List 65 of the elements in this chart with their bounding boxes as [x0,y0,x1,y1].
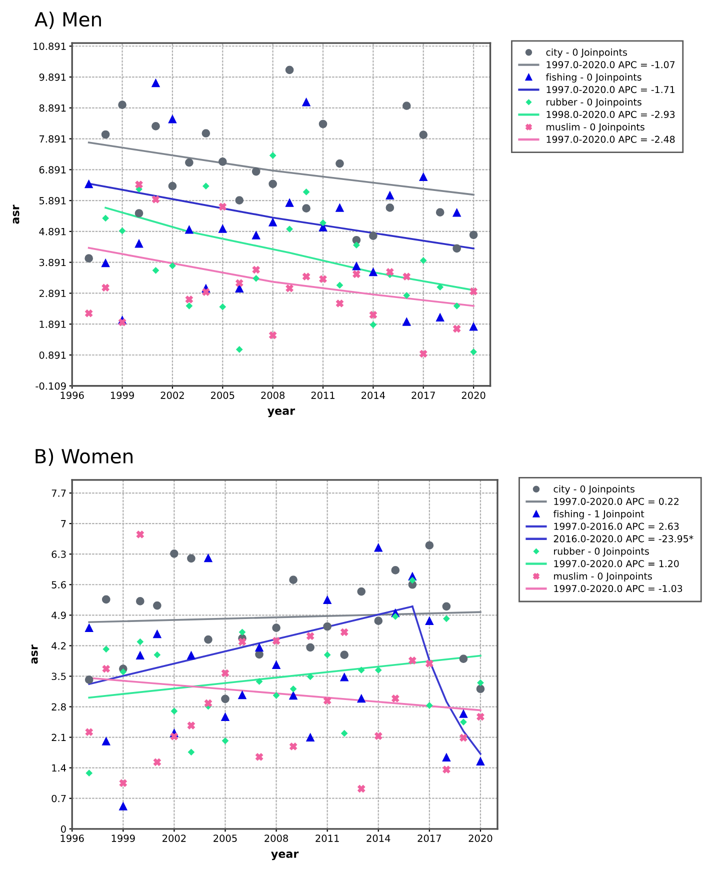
y-tick-label: 5.6 [52,581,66,588]
x-tick-label: 1996 [60,392,84,399]
x-tick-label: 2008 [264,834,288,842]
x-tick-label: 2011 [311,392,334,399]
y-axis-title: asr [31,644,38,664]
chart-title: B) Women [36,448,132,466]
y-tick-label: 9.891 [39,73,66,81]
x-tick-label: 2008 [261,392,285,399]
legend-label: muslim - 0 Joinpoints [554,572,652,582]
legend-label: 2016.0-2020.0 APC = -23.95* [554,535,694,542]
y-tick-label: 4.891 [39,228,66,236]
x-axis-title: year [267,408,296,418]
y-tick-label: 1.4 [52,764,66,772]
x-tick-label: 2017 [412,392,435,399]
x-tick-label: 2020 [462,392,486,399]
x-tick-label: 2005 [210,392,234,399]
legend-label: 1997.0-2020.0 APC = -1.03 [554,584,682,592]
y-tick-label: 0.7 [52,794,66,802]
legend-label: rubber - 0 Joinpoints [554,547,649,557]
x-tick-label: 2014 [362,392,386,399]
y-tick-label: 4.2 [52,642,66,650]
legend-label: city - 0 Joinpoints [554,485,634,494]
legend-label: 1997.0-2020.0 APC = -1.07 [546,61,675,68]
y-tick-label: 10.891 [34,42,66,50]
x-tick-label: 2014 [366,834,390,842]
y-tick-label: 2.8 [52,703,66,711]
legend-label: 1997.0-2020.0 APC = -1.71 [546,86,674,94]
x-tick-label: 2017 [418,834,441,842]
y-tick-label: 3.891 [39,258,66,266]
y-tick-label: 2.1 [52,734,66,741]
x-axis-title: year [271,852,299,860]
legend-label: city - 0 Joinpoints [546,48,627,58]
chart-title: A) Men [34,12,101,29]
y-tick-label: 1.891 [40,320,66,328]
y-tick-label: 7 [61,520,66,528]
y-tick-label: 6.3 [52,550,66,558]
legend-label: 1997.0-2016.0 APC = 2.63 [554,522,679,530]
legend-label: fishing - 0 Joinpoints [546,73,642,83]
y-tick-label: -0.109 [36,382,66,390]
x-tick-label: 2002 [160,392,184,399]
x-tick-label: 1996 [60,834,84,842]
y-tick-label: 5.891 [39,197,66,204]
x-tick-label: 2020 [468,834,492,842]
y-tick-label: 4.9 [52,612,66,619]
legend-label: rubber - 0 Joinpoints [546,98,642,108]
y-tick-label: 2.891 [39,290,66,298]
y-tick-label: 7.7 [52,490,66,497]
y-tick-label: 6.891 [39,166,66,174]
x-tick-label: 2005 [214,834,237,842]
y-tick-label: 0 [61,825,66,833]
legend-label: 1997.0-2020.0 APC = -2.48 [546,136,675,143]
x-tick-label: 2011 [316,834,339,842]
legend-label: 1997.0-2020.0 APC = 1.20 [554,560,679,568]
y-tick-label: 7.891 [40,135,66,143]
legend-label: 1998.0-2020.0 APC = -2.93 [546,110,675,118]
y-tick-label: 0.891 [39,351,66,359]
legend-label: fishing - 1 Joinpoint [553,510,644,520]
x-tick-label: 1999 [110,392,134,399]
y-tick-label: 8.891 [39,104,66,112]
x-tick-label: 1999 [112,834,135,842]
legend-label: muslim - 0 Joinpoints [546,123,644,132]
y-tick-label: 3.5 [52,672,66,680]
legend-label: 1997.0-2020.0 APC = 0.22 [554,498,678,505]
x-tick-label: 2002 [162,834,186,842]
y-axis-title: asr [12,204,20,224]
